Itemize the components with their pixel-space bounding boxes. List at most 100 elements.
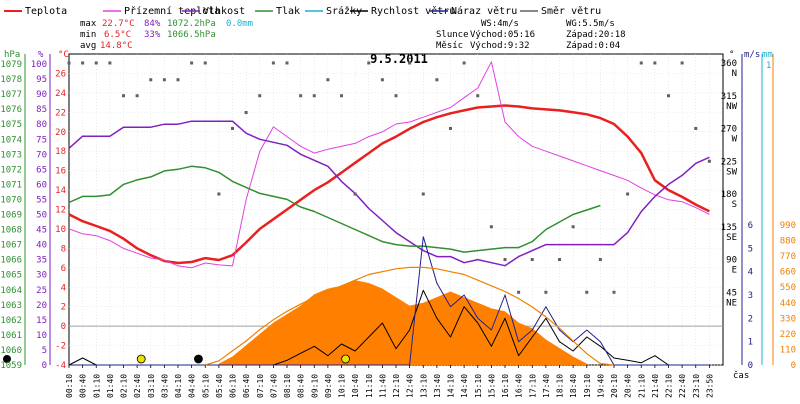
x-tick-label: 15:10 [474,374,483,398]
tick-temp_c: -4 [55,361,66,371]
moon-set: Západ:0:04 [566,41,620,51]
wind-wg: WG:5.5m/s [566,19,615,29]
unit-pct: % [38,50,44,60]
tick-humidity_pct: 90 [36,90,47,100]
wind-dir-point [367,61,371,65]
x-axis: 00:10 00:40 01:10 01:40 02:10 02:40 03:10 03:40… [65,365,714,398]
x-tick-label: 10:40 [351,374,360,398]
x-tick-label: 20:40 [624,374,633,398]
tick-wind: 1 [748,338,753,348]
wind-dir-point [299,94,303,98]
tick-pressure_hpa: 1068 [0,226,22,236]
tick-rain: 1 [766,61,771,71]
x-tick-label: 00:40 [79,374,88,398]
legend-temp: Teplota [25,6,67,17]
tick-temp_c: 18 [55,147,66,157]
tick-humidity_pct: 45 [36,226,47,236]
wind-dir-point [544,290,548,294]
tick-dir-name: N [732,69,737,79]
unit-degc: °C [58,50,69,60]
tick-solar: 220 [780,330,796,340]
tick-pressure_hpa: 1064 [0,286,22,296]
wind-dir-point [449,127,452,130]
tick-humidity_pct: 25 [36,286,47,296]
stats-max-temp: 22.7°C [102,19,135,29]
unit-cas: čas [733,370,749,381]
legend-rain: Srážky [326,5,362,17]
wind-dir-point [271,61,275,65]
x-tick-label: 01:10 [92,374,101,398]
wind-dir-point [571,225,575,229]
wind-dir-point [680,61,684,65]
tick-wind: 5 [748,244,753,254]
x-tick-label: 21:40 [651,374,660,398]
tick-humidity_pct: 70 [36,150,47,160]
stats-min-hum: 33% [144,30,161,40]
wind-dir-point [162,78,166,82]
tick-dir: 180 [721,190,737,200]
tick-humidity_pct: 50 [36,211,47,221]
x-tick-label: 07:10 [256,374,265,398]
moon-rise: Východ:9:32 [470,41,530,51]
wind-dir-point [94,61,98,65]
x-tick-label: 05:40 [215,374,224,398]
unit-deg: ° [729,50,734,60]
x-tick-label: 11:10 [365,374,374,398]
tick-dir-name: NW [726,102,737,112]
x-tick-label: 22:10 [665,374,674,398]
tick-temp_c: 0 [61,322,66,332]
tick-dir: 360 [721,59,737,69]
tick-temp_c: 4 [61,283,66,293]
tick-solar: 110 [780,345,796,355]
wind-dir-point [326,78,330,82]
tick-humidity_pct: 30 [36,271,47,281]
tick-pressure_hpa: 1063 [0,301,22,311]
x-tick-label: 07:40 [269,374,278,398]
stats-min-temp: 6.5°C [104,30,131,40]
wind-dir-point [694,127,698,130]
tick-pressure_hpa: 1073 [0,150,22,160]
tick-pressure_hpa: 1079 [0,60,22,70]
tick-humidity_pct: 65 [36,165,47,175]
tick-humidity_pct: 5 [42,346,47,356]
wind-dir-point [639,61,643,65]
tick-temp_c: 24 [55,89,66,99]
tick-temp_c: -2 [55,342,66,352]
tick-pressure_hpa: 1059 [0,361,22,371]
wind-dir-point [340,94,343,98]
wind-dir-point [517,290,521,294]
marker-moonset [3,355,11,363]
tick-dir: 90 [726,256,737,266]
wind-dir-point [435,78,439,82]
tick-humidity_pct: 100 [31,60,47,70]
wind-direction-layer [67,61,711,294]
series-press [68,165,601,253]
tick-pressure_hpa: 1070 [0,195,22,205]
series-solar-measured [218,280,587,365]
legend-ground: Přízemní teplota [124,5,220,17]
wind-dir-point [421,192,425,196]
x-tick-label: 18:10 [556,374,565,398]
x-tick-label: 05:10 [201,374,210,398]
wind-dir-point [558,258,561,261]
x-tick-label: 04:10 [174,374,183,398]
stats-max-rain: 0.0mm [226,19,253,29]
legend: Teplota Přízemní teplota Vlhkost Tlak Sr… [4,5,601,17]
solar-fill-layer [218,280,587,365]
tick-humidity_pct: 40 [36,241,47,251]
tick-humidity_pct: 15 [36,316,47,326]
wind-dir-point [626,192,630,196]
tick-humidity_pct: 75 [36,135,47,145]
tick-dir-name: W [732,135,738,145]
legend-gust: Náraz větru [451,5,517,17]
x-tick-label: 16:40 [515,374,524,398]
wind-dir-point [653,61,657,65]
x-tick-label: 08:40 [297,374,306,398]
stats-avg-temp: 14.8°C [100,41,133,51]
wind-dir-point [380,78,384,82]
x-tick-label: 08:10 [283,374,292,398]
wind-dir-point [67,61,71,65]
series-gust [69,236,710,366]
tick-pressure_hpa: 1060 [0,346,22,356]
tick-pressure_hpa: 1061 [0,331,22,341]
